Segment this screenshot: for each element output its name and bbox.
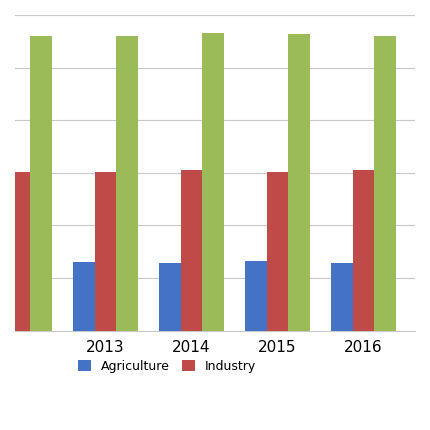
Bar <box>116 36 138 331</box>
Bar <box>353 169 374 331</box>
Bar <box>9 172 30 331</box>
Legend: Agriculture, Industry: Agriculture, Industry <box>73 355 261 378</box>
Bar <box>331 263 353 331</box>
Bar <box>267 172 288 331</box>
Bar <box>95 172 116 331</box>
Bar <box>0 262 9 331</box>
Bar <box>202 34 224 331</box>
Bar <box>159 263 181 331</box>
Bar <box>245 261 267 331</box>
Bar <box>288 34 310 331</box>
Bar <box>181 170 202 331</box>
Bar <box>374 36 396 331</box>
Bar <box>30 36 52 331</box>
Bar <box>73 262 95 331</box>
